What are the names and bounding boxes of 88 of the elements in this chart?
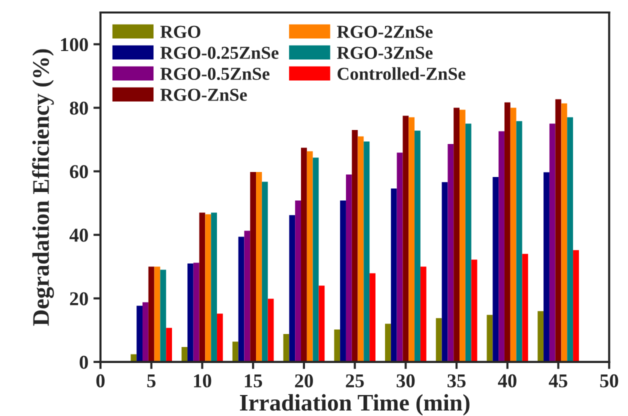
bar bbox=[414, 130, 420, 362]
bar bbox=[182, 346, 188, 362]
legend-label: RGO-0.25ZnSe bbox=[160, 46, 278, 60]
y-tick-label: 20 bbox=[70, 292, 88, 306]
x-axis-title: Irradiation Time (min) bbox=[240, 394, 470, 416]
bar bbox=[283, 334, 290, 362]
bar bbox=[448, 144, 454, 362]
legend-label: RGO-2ZnSe bbox=[337, 26, 433, 38]
bar bbox=[504, 102, 510, 362]
bar bbox=[256, 172, 262, 362]
bar bbox=[211, 212, 217, 362]
x-tick-label: 30 bbox=[396, 374, 415, 388]
x-tick-label: 35 bbox=[448, 374, 466, 388]
bar bbox=[420, 266, 426, 362]
bar bbox=[232, 342, 238, 362]
bar bbox=[522, 254, 528, 362]
bar bbox=[486, 314, 493, 362]
bar bbox=[142, 302, 148, 362]
bar bbox=[238, 236, 244, 362]
bar bbox=[244, 230, 250, 362]
bar bbox=[385, 324, 391, 362]
legend-label: Controlled-ZnSe bbox=[338, 67, 466, 80]
bar bbox=[442, 182, 448, 362]
x-tick-label: 15 bbox=[244, 374, 262, 388]
x-tick-label: 50 bbox=[600, 374, 618, 388]
bar bbox=[340, 200, 346, 362]
bar bbox=[262, 182, 268, 362]
y-tick-label: 40 bbox=[69, 228, 88, 242]
bar bbox=[561, 103, 568, 362]
bar bbox=[516, 121, 522, 362]
legend-label: RGO-3ZnSe bbox=[337, 46, 433, 59]
bar bbox=[408, 117, 415, 362]
bar bbox=[358, 136, 364, 362]
bar bbox=[154, 266, 160, 362]
y-tick-label: 0 bbox=[80, 356, 88, 369]
bar bbox=[544, 172, 550, 362]
bar bbox=[498, 131, 504, 362]
bar bbox=[402, 116, 409, 362]
x-tick-label: 20 bbox=[295, 374, 313, 388]
y-tick-label: 100 bbox=[61, 38, 88, 52]
bar bbox=[538, 311, 544, 362]
bar bbox=[567, 117, 574, 362]
bar bbox=[148, 266, 154, 362]
bar bbox=[199, 212, 206, 362]
x-tick-label: 10 bbox=[194, 374, 212, 388]
bar bbox=[510, 108, 516, 362]
bar bbox=[166, 328, 172, 362]
bar bbox=[492, 177, 499, 362]
bar bbox=[160, 270, 166, 362]
bar bbox=[364, 141, 370, 362]
bar bbox=[396, 152, 403, 362]
x-tick-label: 0 bbox=[96, 374, 105, 388]
bar bbox=[471, 260, 478, 362]
bar bbox=[268, 298, 274, 362]
x-tick-label: 45 bbox=[548, 374, 568, 388]
bar bbox=[555, 99, 562, 362]
bar bbox=[465, 124, 472, 362]
bar bbox=[318, 286, 325, 362]
y-axis-title: Degradation Efficiency (%) bbox=[32, 49, 54, 326]
bar bbox=[334, 330, 340, 362]
bar bbox=[549, 124, 556, 362]
bar bbox=[187, 263, 194, 362]
bar bbox=[306, 151, 313, 362]
bar bbox=[454, 108, 460, 362]
bar bbox=[460, 110, 466, 362]
bar bbox=[390, 188, 397, 362]
bar bbox=[346, 174, 352, 362]
legend-label: RGO-ZnSe bbox=[160, 88, 247, 101]
bar bbox=[301, 148, 307, 362]
x-tick-label: 5 bbox=[147, 374, 156, 388]
bar bbox=[136, 306, 142, 362]
bar bbox=[205, 214, 212, 362]
bar bbox=[370, 273, 376, 362]
bar bbox=[436, 318, 442, 362]
y-tick-label: 80 bbox=[70, 102, 88, 115]
bar bbox=[352, 130, 358, 362]
bar bbox=[250, 172, 256, 362]
bar bbox=[193, 262, 200, 362]
legend-label: RGO-0.5ZnSe bbox=[160, 68, 270, 80]
x-tick-label: 25 bbox=[346, 374, 364, 388]
bar bbox=[216, 314, 223, 362]
bar bbox=[289, 215, 296, 362]
x-tick-label: 40 bbox=[498, 374, 516, 388]
legend-label: RGO bbox=[160, 26, 200, 38]
bar bbox=[312, 158, 319, 362]
y-tick-label: 60 bbox=[70, 165, 88, 178]
bar bbox=[295, 200, 301, 362]
bar bbox=[573, 250, 579, 362]
